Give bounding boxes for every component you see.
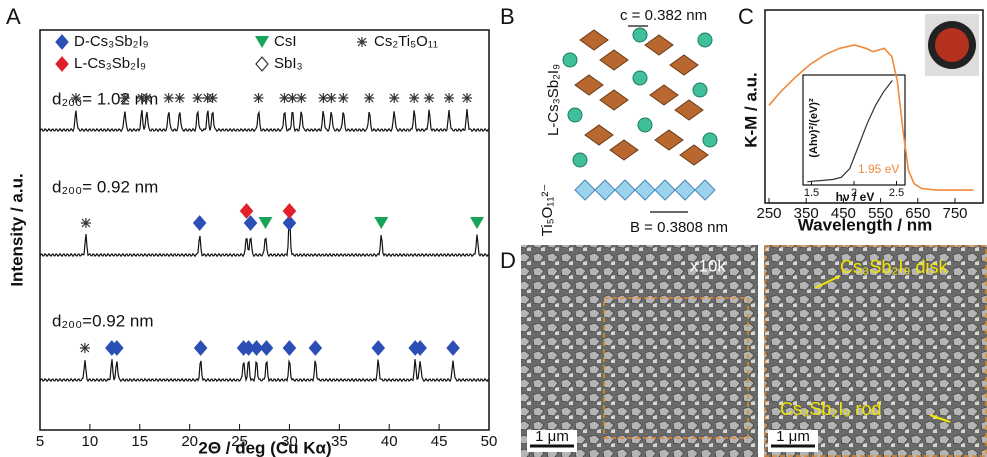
x-tick-label: 1.5 bbox=[804, 187, 819, 199]
x-tick-label: 25 bbox=[231, 433, 248, 450]
magnification: x10k bbox=[690, 256, 726, 275]
peak-marker bbox=[258, 217, 272, 229]
peak-marker bbox=[372, 341, 384, 355]
peak-marker bbox=[164, 93, 174, 103]
lattice-label: c = 0.382 nm bbox=[620, 7, 707, 24]
peak-marker bbox=[374, 217, 388, 229]
panel-letter: A bbox=[6, 4, 21, 29]
xrd-trace bbox=[40, 109, 489, 131]
x-tick-label: 40 bbox=[381, 433, 398, 450]
pattern-label: d₂₀₀= 0.92 nm bbox=[52, 177, 158, 196]
peak-marker bbox=[357, 37, 367, 47]
x-tick-label: 2.5 bbox=[889, 187, 904, 199]
peak-marker bbox=[338, 93, 348, 103]
x-tick-label: 30 bbox=[281, 433, 298, 450]
legend-label: D-Cs₃Sb₂I₉ bbox=[74, 33, 149, 50]
scale-label: 1 μm bbox=[776, 428, 810, 445]
x-tick-label: 450 bbox=[831, 205, 856, 222]
crystal-structure bbox=[563, 26, 717, 212]
x-axis-label: 2Θ / deg (Cu Kα) bbox=[198, 438, 331, 457]
legend-label: L-Cs₃Sb₂I₉ bbox=[74, 55, 146, 72]
peak-marker bbox=[71, 93, 81, 103]
lattice-label: B = 0.3808 nm bbox=[630, 219, 728, 236]
peak-marker bbox=[364, 93, 374, 103]
y-axis-label: K-M / a.u. bbox=[741, 72, 760, 148]
scale-label: 1 μm bbox=[535, 428, 569, 445]
peak-marker bbox=[194, 216, 206, 230]
panel-letter: B bbox=[500, 4, 515, 29]
figure: A 2Θ / deg (Cu Kα) Intensity / a.u. B c … bbox=[0, 0, 987, 457]
x-tick-label: 10 bbox=[82, 433, 99, 450]
inset-y-label: (Ahν)²/(eV)² bbox=[808, 98, 820, 158]
peak-marker bbox=[254, 93, 264, 103]
peak-marker bbox=[175, 93, 185, 103]
x-tick-label: 2 bbox=[851, 187, 857, 199]
peak-marker bbox=[296, 93, 306, 103]
xrd-trace bbox=[40, 359, 489, 381]
x-tick-label: 550 bbox=[868, 205, 893, 222]
legend-label: Cs₂Ti₅O₁₁ bbox=[374, 33, 438, 50]
peak-marker bbox=[120, 93, 130, 103]
x-tick-label: 45 bbox=[431, 433, 448, 450]
peak-marker bbox=[260, 341, 272, 355]
layer-label: L-Cs₃Sb₂I₉ bbox=[545, 64, 562, 136]
peak-marker bbox=[287, 93, 297, 103]
peak-marker bbox=[56, 57, 68, 71]
x-tick-label: 50 bbox=[481, 433, 498, 450]
peak-marker bbox=[389, 93, 399, 103]
x-tick-label: 20 bbox=[181, 433, 198, 450]
peak-marker bbox=[56, 35, 68, 49]
peak-marker bbox=[326, 93, 336, 103]
pattern-label: d₂₀₀=0.92 nm bbox=[52, 311, 154, 330]
x-tick-label: 750 bbox=[942, 205, 967, 222]
peak-marker bbox=[80, 343, 90, 353]
legend-label: SbI₃ bbox=[274, 55, 303, 72]
panel-letter: C bbox=[738, 4, 754, 29]
peak-marker bbox=[256, 57, 268, 71]
peak-marker bbox=[255, 36, 269, 48]
y-axis-label: Intensity / a.u. bbox=[7, 173, 26, 286]
peak-marker bbox=[193, 93, 203, 103]
peak-marker bbox=[283, 204, 295, 218]
annotation: Cs₃Sb₂I₉ rod bbox=[780, 399, 882, 419]
bandgap-label: 1.95 eV bbox=[858, 162, 899, 176]
x-tick-label: 650 bbox=[905, 205, 930, 222]
sem-image bbox=[521, 245, 758, 457]
annotation: Cs₃Sb₂I₉ disk bbox=[840, 257, 948, 277]
layer-label: Ti₅O₁₁²⁻ bbox=[539, 184, 556, 237]
x-tick-label: 15 bbox=[131, 433, 148, 450]
peak-marker bbox=[208, 93, 218, 103]
peak-marker bbox=[470, 217, 484, 229]
peak-marker bbox=[444, 93, 454, 103]
x-tick-label: 350 bbox=[794, 205, 819, 222]
peak-marker bbox=[283, 341, 295, 355]
x-tick-label: 5 bbox=[36, 433, 44, 450]
x-tick-label: 250 bbox=[756, 205, 781, 222]
x-tick-label: 35 bbox=[331, 433, 348, 450]
peak-marker bbox=[424, 93, 434, 103]
peak-marker bbox=[142, 93, 152, 103]
sem-image bbox=[764, 245, 987, 457]
peak-marker bbox=[309, 341, 321, 355]
legend-label: CsI bbox=[274, 33, 297, 50]
peak-marker bbox=[81, 218, 91, 228]
sample-photo bbox=[925, 14, 979, 76]
panel-letter: D bbox=[500, 248, 516, 273]
peak-marker bbox=[462, 93, 472, 103]
peak-marker bbox=[409, 93, 419, 103]
peak-marker bbox=[447, 341, 459, 355]
peak-marker bbox=[195, 341, 207, 355]
